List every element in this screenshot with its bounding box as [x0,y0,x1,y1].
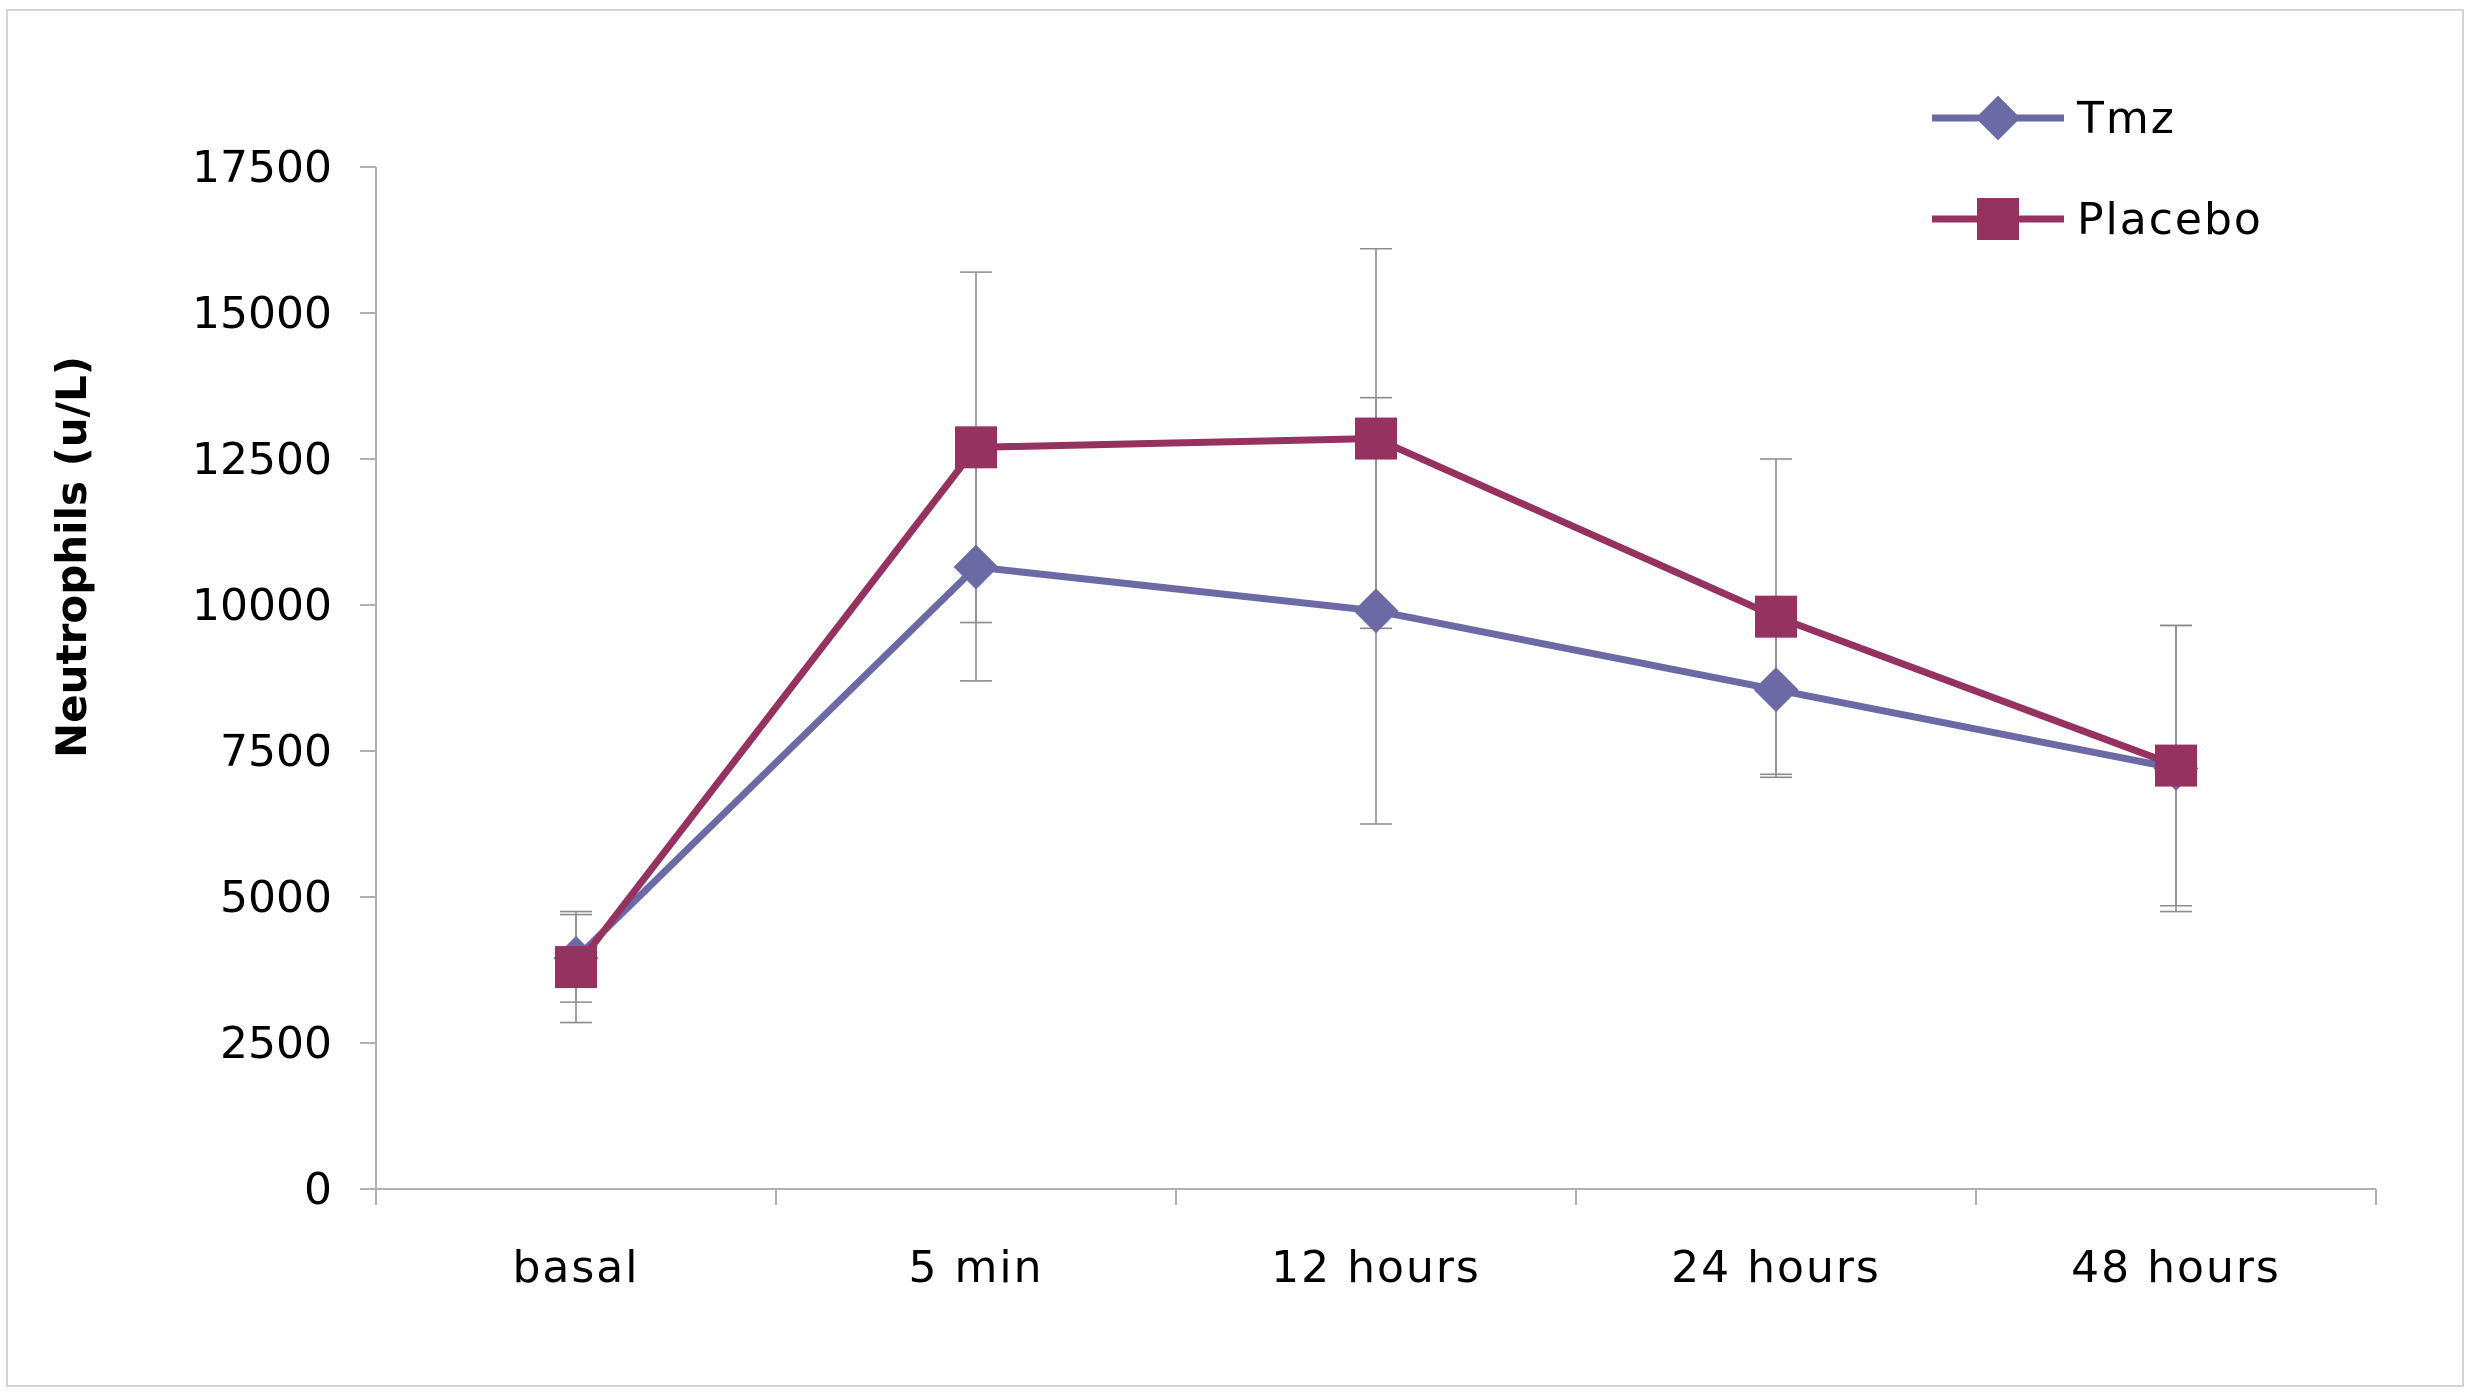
data-point-tmz [1353,588,1399,634]
x-tick-label: 5 min [909,1242,1044,1293]
y-tick-label: 2500 [220,1018,332,1069]
data-point-placebo [555,946,597,989]
legend: Tmz Placebo [1932,93,2263,245]
x-tick-label: 24 hours [1671,1242,1881,1293]
data-point-tmz [953,544,999,590]
y-tick-label: 0 [304,1164,332,1215]
y-tick-label: 12500 [192,434,332,485]
y-tick-label: 7500 [220,726,332,777]
legend-swatch-marker [1975,95,2021,141]
error-bars [560,247,2192,1024]
data-point-placebo [1355,417,1397,460]
chart-frame [6,9,2464,1387]
data-point-placebo [2155,744,2197,787]
legend-label: Tmz [2076,93,2176,144]
data-point-tmz [1753,667,1799,713]
series-markers [553,417,2199,989]
x-tick-label: basal [512,1242,639,1293]
x-tick-label: 48 hours [2071,1242,2281,1293]
data-point-placebo [1755,595,1797,638]
x-tick-label: 12 hours [1271,1242,1481,1293]
legend-swatch-marker [1977,198,2019,240]
y-axis-title: Neutrophils (u/L) [47,356,96,758]
y-tick-label: 17500 [192,142,332,193]
y-tick-label: 15000 [192,288,332,339]
y-tick-label: 10000 [192,580,332,631]
data-point-placebo [955,426,997,469]
legend-label: Placebo [2077,194,2263,245]
y-tick-label: 5000 [220,872,332,923]
axes: 0 2500 5000 7500 10000 12500 15000 17500 basal 5 … [192,142,2377,1293]
